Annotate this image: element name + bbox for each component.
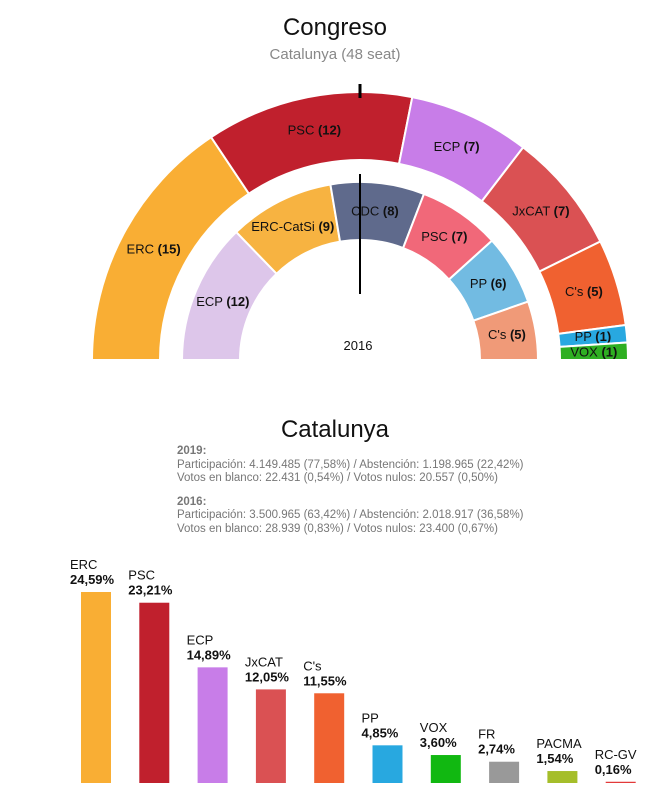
outer-seg-vox[interactable] (558, 341, 630, 361)
bar-jxcat[interactable] (255, 689, 286, 783)
stats-2016: 2016: Participación: 3.500.965 (63,42%) … (177, 496, 617, 537)
bar-c-s[interactable] (314, 693, 345, 783)
inner-label-pp: PP (6) (470, 276, 507, 291)
inner-label-erc-catsi: ERC-CatSi (9) (251, 219, 334, 234)
bar-party-label-erc: ERC (70, 557, 97, 572)
bar-erc[interactable] (81, 592, 111, 783)
inner-label-psc: PSC (7) (421, 229, 467, 244)
bar-value-label-erc: 24,59% (70, 572, 115, 587)
outer-label-erc: ERC (15) (127, 242, 181, 257)
inner-ring-year-label: 2016 (344, 338, 373, 353)
bar-fr[interactable] (489, 761, 520, 783)
chart-title: Congreso (282, 14, 388, 41)
outer-label-pp: PP (1) (575, 329, 612, 344)
bar-pacma[interactable] (547, 771, 578, 783)
bar-party-label-pp: PP (362, 710, 379, 725)
bar-party-label-vox: VOX (420, 720, 448, 735)
bar-party-label-psc: PSC (128, 568, 155, 583)
stats-2016-blank-null: Votos en blanco: 28.939 (0,83%) / Votos … (177, 522, 498, 535)
bar-value-label-ecp: 14,89% (187, 647, 232, 662)
bar-pp[interactable] (372, 745, 403, 783)
bar-value-label-rc-gv: 0,16% (595, 762, 632, 777)
results-title: Catalunya (280, 416, 390, 443)
bar-value-label-c-s: 11,55% (303, 673, 347, 688)
outer-label-c-s: C's (5) (565, 284, 603, 299)
stats-2016-label: 2016: (177, 495, 207, 508)
bar-psc[interactable] (139, 602, 170, 783)
inner-label-ecp: ECP (12) (196, 294, 249, 309)
hemicycle-chart: ERC (15) PSC (12) ECP (7) JxCAT (7) C's (5) P… (90, 84, 630, 361)
bar-value-label-jxcat: 12,05% (245, 669, 290, 684)
inner-label-cdc: CDC (8) (351, 204, 399, 219)
stats-2019-label: 2019: (177, 445, 207, 457)
bar-value-label-vox: 3,60% (420, 735, 457, 750)
stats-2019: 2019: Participación: 4.149.485 (77,58%) … (177, 445, 617, 486)
bar-party-label-jxcat: JxCAT (245, 654, 283, 669)
bar-party-label-pacma: PACMA (536, 736, 582, 751)
bar-value-label-fr: 2,74% (478, 742, 515, 757)
bar-party-label-fr: FR (478, 727, 495, 742)
outer-label-vox: VOX (1) (570, 344, 617, 359)
inner-label-c-s: C's (5) (488, 327, 526, 342)
bar-ecp[interactable] (197, 667, 228, 783)
bar-party-label-c-s: C's (303, 658, 322, 673)
bar-party-label-rc-gv: RC-GV (595, 747, 637, 762)
turnout-stats: 2019: Participación: 4.149.485 (77,58%) … (177, 445, 617, 546)
stats-2019-blank-null: Votos en blanco: 22.431 (0,54%) / Votos … (177, 472, 498, 484)
bar-value-label-pp: 4,85% (362, 725, 399, 740)
stats-2016-participation: Participación: 3.500.965 (63,42%) / Abst… (177, 509, 524, 521)
bar-value-label-pacma: 1,54% (536, 751, 573, 766)
bar-party-label-ecp: ECP (187, 632, 214, 647)
outer-label-ecp: ECP (7) (434, 139, 480, 154)
chart-subtitle: Catalunya (48 seat) (269, 46, 401, 63)
bar-vox[interactable] (430, 755, 461, 783)
bar-value-label-psc: 23,21% (128, 583, 173, 598)
stats-2019-participation: Participación: 4.149.485 (77,58%) / Abst… (177, 458, 524, 471)
bar-rc-gv[interactable] (605, 781, 636, 783)
outer-label-jxcat: JxCAT (7) (512, 204, 569, 219)
inner-seg-c-s[interactable] (472, 300, 540, 361)
outer-label-psc: PSC (12) (288, 122, 341, 137)
